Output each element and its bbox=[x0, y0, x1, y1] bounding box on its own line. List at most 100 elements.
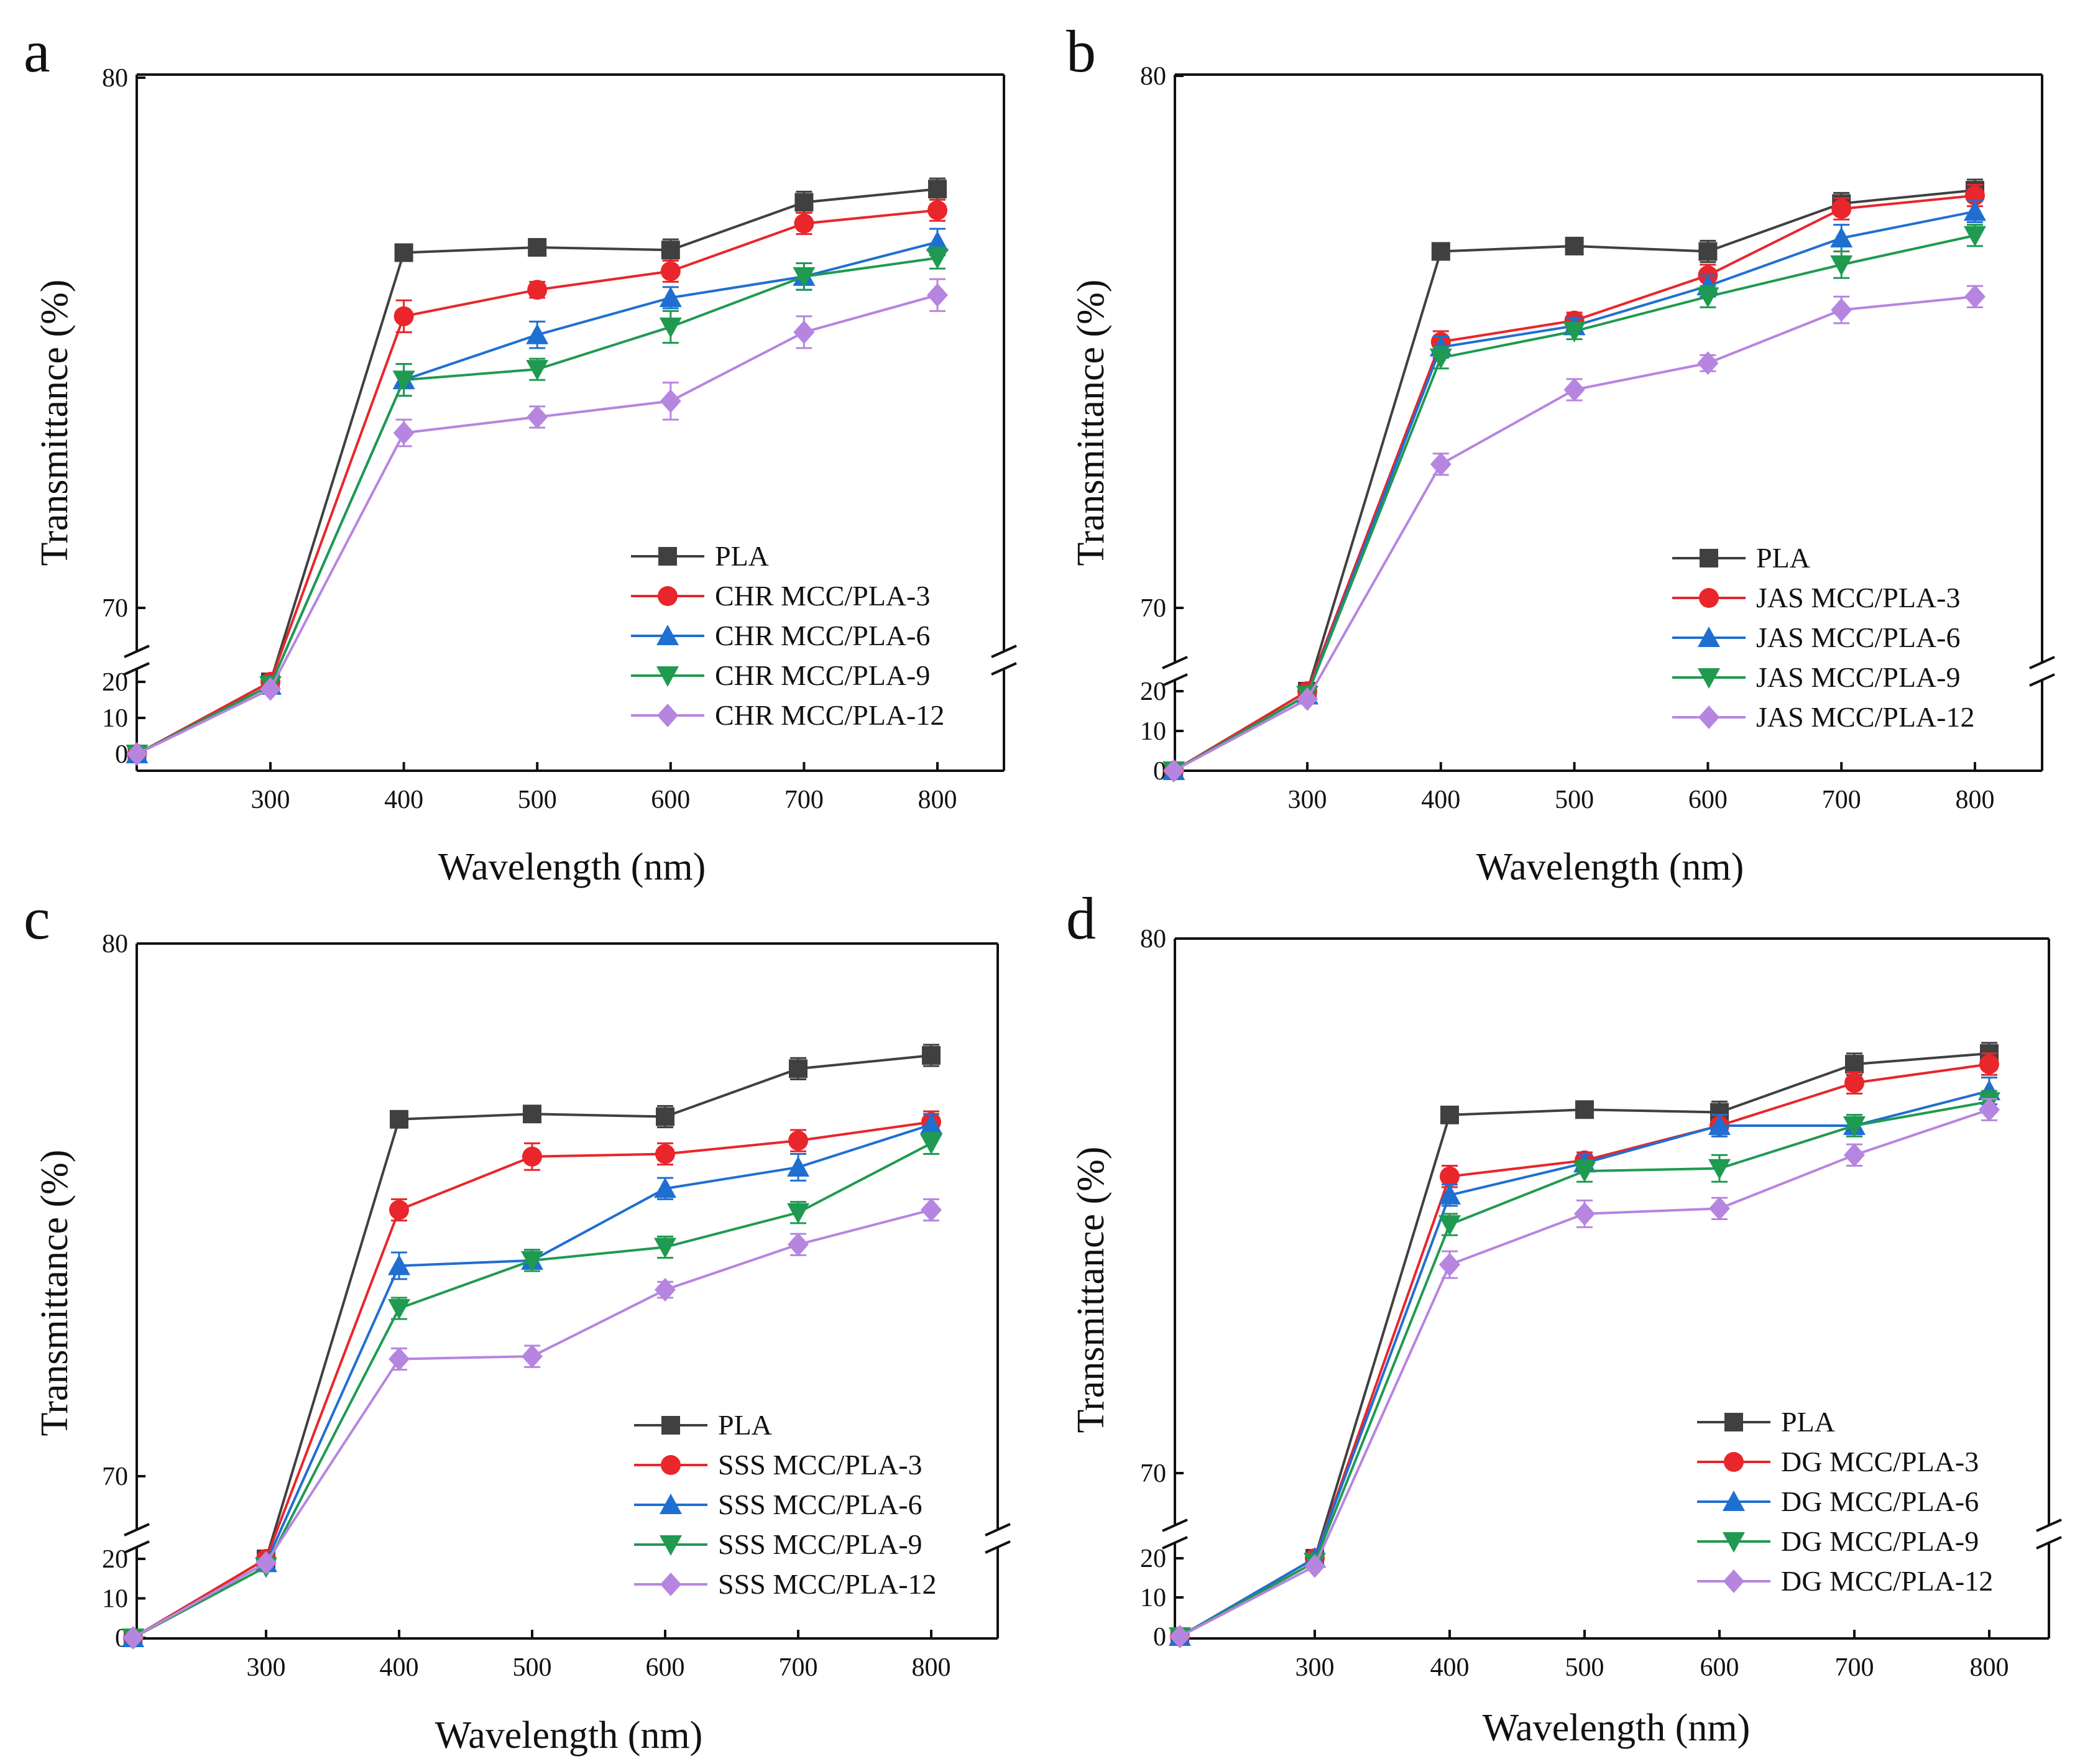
data-point bbox=[793, 320, 815, 344]
x-axis-title: Wavelength (nm) bbox=[435, 1714, 703, 1757]
axis-break-mark bbox=[1162, 656, 1188, 669]
y-tick-label: 0 bbox=[1153, 1623, 1166, 1651]
data-point bbox=[927, 283, 948, 307]
data-point bbox=[1964, 226, 1986, 247]
x-tick-label: 800 bbox=[1956, 786, 1995, 814]
series-mcc-12: SSS MCC/PLA-12 bbox=[122, 1198, 942, 1650]
y-tick-label: 20 bbox=[102, 1545, 128, 1574]
data-point bbox=[522, 1344, 543, 1369]
legend-marker bbox=[658, 586, 678, 606]
y-tick-label: 80 bbox=[102, 930, 128, 958]
legend-marker bbox=[1698, 627, 1720, 647]
data-point bbox=[1708, 1114, 1731, 1135]
data-point bbox=[659, 286, 682, 307]
data-point bbox=[926, 231, 949, 252]
x-tick-label: 300 bbox=[1295, 1653, 1335, 1682]
legend-label: CHR MCC/PLA-9 bbox=[715, 659, 930, 691]
data-point bbox=[927, 200, 947, 221]
y-axis-title: Transmittance (%) bbox=[1070, 1147, 1112, 1433]
data-point bbox=[522, 1146, 542, 1167]
data-point bbox=[1696, 287, 1719, 308]
data-point bbox=[794, 213, 814, 234]
data-point bbox=[1964, 285, 1986, 309]
legend-label: DG MCC/PLA-3 bbox=[1781, 1446, 1979, 1477]
x-axis-title: Wavelength (nm) bbox=[1476, 846, 1744, 888]
legend-label: JAS MCC/PLA-6 bbox=[1756, 622, 1960, 653]
data-point bbox=[388, 1254, 410, 1275]
x-tick-label: 800 bbox=[1970, 1653, 2009, 1682]
legend-marker bbox=[656, 625, 679, 645]
legend-marker bbox=[656, 666, 679, 687]
y-tick-label: 20 bbox=[1140, 678, 1166, 706]
legend-marker bbox=[1723, 1569, 1744, 1593]
data-point bbox=[661, 241, 680, 260]
x-tick-label: 800 bbox=[918, 786, 957, 814]
legend-marker bbox=[661, 1455, 681, 1475]
data-point bbox=[1843, 1116, 1866, 1137]
x-tick-label: 700 bbox=[779, 1653, 818, 1682]
data-point bbox=[523, 1105, 541, 1124]
data-point bbox=[1430, 452, 1452, 476]
data-point bbox=[1709, 1197, 1730, 1221]
data-point bbox=[794, 193, 814, 212]
legend-label: DG MCC/PLA-12 bbox=[1781, 1565, 1993, 1597]
data-point bbox=[920, 1134, 942, 1155]
data-point bbox=[1438, 1215, 1461, 1236]
y-tick-label: 70 bbox=[1140, 1459, 1166, 1488]
y-tick-label: 10 bbox=[1140, 717, 1166, 746]
data-point bbox=[1830, 227, 1853, 248]
legend-label: CHR MCC/PLA-12 bbox=[715, 699, 944, 731]
x-axis-title: Wavelength (nm) bbox=[438, 846, 706, 888]
axis-break-mark bbox=[2036, 1518, 2062, 1532]
data-point bbox=[389, 1200, 409, 1220]
data-point bbox=[1844, 1073, 1864, 1093]
x-tick-label: 600 bbox=[646, 1653, 685, 1682]
legend-marker bbox=[1698, 668, 1720, 689]
data-point bbox=[1697, 351, 1719, 375]
axis-break-mark bbox=[124, 1523, 150, 1537]
axis-break-mark bbox=[124, 662, 150, 676]
data-point bbox=[1431, 242, 1450, 261]
legend-label: SSS MCC/PLA-3 bbox=[718, 1449, 923, 1481]
data-point bbox=[1440, 1105, 1459, 1124]
data-point bbox=[1575, 1100, 1594, 1119]
y-tick-label: 70 bbox=[102, 594, 128, 623]
data-point bbox=[789, 1059, 808, 1078]
data-point bbox=[1708, 1159, 1731, 1180]
legend-label: JAS MCC/PLA-9 bbox=[1756, 661, 1960, 693]
legend-marker bbox=[1724, 1452, 1744, 1472]
x-tick-label: 800 bbox=[912, 1653, 951, 1682]
panel-letter: c bbox=[24, 885, 50, 952]
x-tick-label: 600 bbox=[1700, 1653, 1739, 1682]
data-point bbox=[527, 280, 548, 300]
data-point bbox=[1698, 242, 1718, 261]
data-point bbox=[922, 1045, 941, 1065]
data-point bbox=[1845, 1055, 1864, 1074]
data-point bbox=[260, 677, 281, 701]
data-point bbox=[656, 1107, 674, 1126]
axis-break-mark bbox=[1162, 1536, 1188, 1550]
legend-marker bbox=[1699, 588, 1719, 608]
x-tick-label: 500 bbox=[513, 1653, 552, 1682]
x-tick-label: 300 bbox=[247, 1653, 286, 1682]
data-point bbox=[1563, 378, 1585, 402]
data-point bbox=[527, 405, 548, 429]
axis-break-mark bbox=[1162, 673, 1188, 687]
data-point bbox=[1979, 1098, 2000, 1122]
data-point bbox=[1169, 1625, 1190, 1648]
y-tick-label: 70 bbox=[1140, 594, 1166, 623]
legend-marker bbox=[660, 1573, 681, 1596]
data-point bbox=[1163, 759, 1185, 783]
y-tick-label: 80 bbox=[1140, 925, 1166, 953]
legend-marker bbox=[660, 1535, 682, 1556]
x-tick-label: 400 bbox=[1421, 786, 1460, 814]
data-point bbox=[787, 1203, 809, 1224]
panel-letter: a bbox=[24, 18, 50, 85]
data-point bbox=[1438, 1183, 1461, 1205]
data-point bbox=[1831, 199, 1852, 219]
y-axis-title: Transmittance (%) bbox=[34, 1150, 76, 1436]
panel-letter: b bbox=[1066, 18, 1096, 85]
y-tick-label: 0 bbox=[1153, 757, 1166, 786]
data-point bbox=[1297, 687, 1318, 711]
